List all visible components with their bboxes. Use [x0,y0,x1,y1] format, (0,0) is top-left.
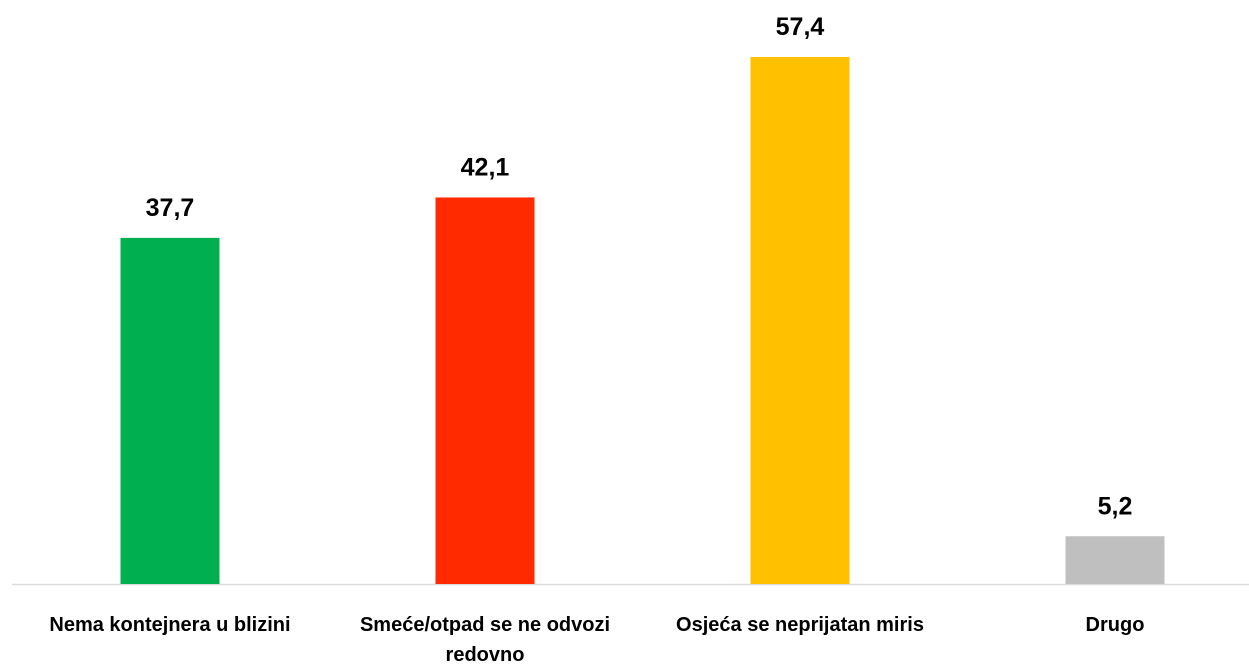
x-tick-label: Drugo [1085,614,1145,636]
bar [435,197,535,585]
bar [120,237,220,585]
x-tick-label: Nema kontejnera u blizini [49,614,291,636]
bar [1065,536,1165,584]
value-label: 37,7 [146,194,195,222]
value-label: 57,4 [776,13,825,41]
x-tick-label: Osjeća se neprijatan miris [676,614,924,636]
x-tick-label: Smeće/otpad se ne odvozi redovno [359,614,611,666]
value-label: 5,2 [1098,492,1133,520]
value-label: 42,1 [461,153,510,181]
bar [750,57,850,584]
